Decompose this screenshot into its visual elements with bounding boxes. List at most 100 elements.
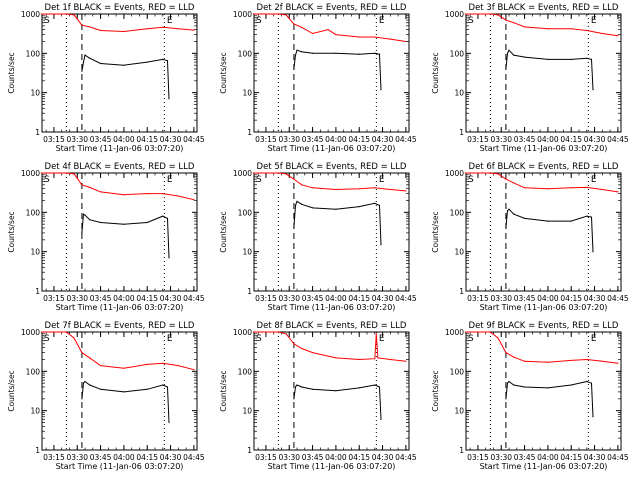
- x-tick-label: 04:00: [325, 453, 347, 462]
- series-lld: [253, 13, 406, 42]
- plot-frame: [253, 172, 410, 292]
- x-tick-label: 03:45: [514, 135, 536, 144]
- y-tick-label: 1: [35, 287, 40, 296]
- data-point-events: [100, 62, 102, 65]
- x-tick-label: 04:30: [372, 453, 394, 462]
- data-point-lld: [405, 360, 407, 362]
- data-point-events: [84, 54, 86, 56]
- data-point-events: [82, 213, 85, 215]
- data-point-events: [590, 216, 593, 218]
- x-tick-label: 04:30: [160, 294, 182, 303]
- y-axis-label: Counts/sec: [431, 52, 440, 93]
- x-tick-label: 03:45: [302, 294, 324, 303]
- data-point-events: [312, 52, 314, 54]
- marker-s: S: [468, 334, 474, 344]
- y-tick-label: 1: [459, 446, 464, 455]
- data-point-events: [166, 60, 169, 62]
- data-point-lld: [524, 187, 526, 189]
- chart-panel-5: Det 5f BLACK = Events, RED = LLD 1 10 100 10…: [219, 162, 417, 312]
- data-point-lld: [472, 172, 474, 174]
- chart-panel-2: Det 2f BLACK = Events, RED = LLD 1 10 100 10…: [219, 3, 417, 153]
- series-events: [81, 380, 170, 423]
- data-point-events: [82, 61, 85, 63]
- x-tick-label: 03:30: [278, 294, 300, 303]
- y-tick-label: 100: [238, 208, 253, 217]
- chart-panel-6: Det 6f BLACK = Events, RED = LLD 1 10 100 10…: [431, 162, 629, 312]
- data-point-events: [81, 70, 83, 72]
- data-point-lld: [123, 30, 125, 33]
- data-point-lld: [123, 367, 125, 369]
- data-point-lld: [389, 188, 391, 191]
- x-tick-label: 04:15: [348, 135, 370, 144]
- x-tick-label: 04:00: [113, 135, 135, 144]
- x-tick-label: 03:15: [467, 294, 489, 303]
- x-axis-label: Start Time (11-Jan-06 03:07:20): [268, 144, 396, 153]
- data-point-events: [586, 215, 588, 217]
- data-point-lld: [482, 331, 484, 333]
- x-tick-label: 04:30: [160, 453, 182, 462]
- x-tick-label: 04:15: [348, 294, 370, 303]
- data-point-lld: [81, 184, 83, 186]
- series-events: [81, 54, 170, 99]
- data-point-events: [296, 384, 298, 386]
- data-point-events: [547, 58, 549, 61]
- y-tick-label: 1: [35, 128, 40, 137]
- marker-s: S: [256, 16, 262, 26]
- y-tick-label: 10: [454, 89, 464, 98]
- chart-panel-3: Det 3f BLACK = Events, RED = LLD 1 10 100 10…: [431, 3, 629, 153]
- data-point-events: [294, 204, 297, 206]
- data-point-events: [162, 384, 164, 386]
- data-point-events: [82, 382, 85, 384]
- data-point-events: [570, 384, 572, 386]
- data-point-lld: [260, 331, 262, 333]
- data-point-events: [513, 54, 515, 56]
- data-point-events: [506, 210, 509, 212]
- chart-title: Det 6f BLACK = Events, RED = LLD: [469, 162, 619, 172]
- data-point-lld: [252, 331, 255, 333]
- chart-panel-7: Det 7f BLACK = Events, RED = LLD 1 10 100 10…: [7, 321, 205, 471]
- data-point-lld: [301, 184, 303, 186]
- x-tick-label: 03:30: [490, 135, 512, 144]
- data-point-lld: [472, 331, 474, 333]
- data-point-lld: [312, 32, 314, 35]
- data-point-lld: [358, 36, 360, 38]
- data-point-lld: [58, 172, 60, 174]
- y-axis-label: Counts/sec: [219, 52, 228, 93]
- data-point-lld: [48, 172, 50, 174]
- data-point-lld: [513, 182, 515, 184]
- data-point-events: [81, 398, 83, 400]
- x-axis-label: Start Time (11-Jan-06 03:07:20): [56, 462, 184, 471]
- plot-frame: [465, 13, 622, 133]
- y-tick-label: 1: [247, 446, 252, 455]
- series-events: [81, 213, 170, 258]
- chart-title: Det 3f BLACK = Events, RED = LLD: [469, 3, 619, 13]
- series-events: [505, 380, 594, 417]
- data-point-events: [84, 214, 86, 216]
- data-point-lld: [405, 190, 407, 192]
- plot-frame: [465, 331, 622, 451]
- data-point-events: [296, 200, 298, 202]
- x-tick-label: 04:00: [537, 135, 559, 144]
- x-tick-label: 04:45: [607, 453, 629, 462]
- data-point-events: [312, 388, 314, 390]
- data-point-lld: [252, 172, 255, 174]
- x-tick-label: 04:00: [325, 294, 347, 303]
- x-tick-label: 03:15: [467, 135, 489, 144]
- data-point-events: [505, 227, 507, 229]
- y-tick-label: 10: [454, 248, 464, 257]
- data-point-lld: [89, 357, 91, 359]
- data-point-events: [592, 416, 594, 418]
- x-tick-label: 04:15: [348, 453, 370, 462]
- x-tick-label: 03:45: [302, 135, 324, 144]
- x-tick-label: 03:45: [90, 294, 112, 303]
- data-point-events: [374, 52, 376, 54]
- data-point-lld: [285, 333, 287, 335]
- data-point-lld: [405, 40, 407, 43]
- data-point-lld: [472, 13, 474, 15]
- x-tick-label: 03:15: [467, 453, 489, 462]
- y-tick-label: 10: [242, 407, 252, 416]
- data-point-lld: [547, 361, 549, 363]
- data-point-lld: [252, 13, 255, 15]
- data-point-events: [100, 388, 102, 390]
